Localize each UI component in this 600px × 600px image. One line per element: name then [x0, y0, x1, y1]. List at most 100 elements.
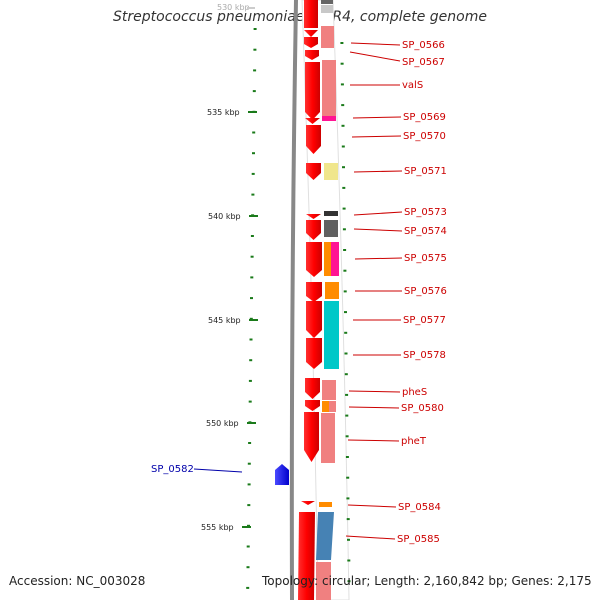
minor-tick	[251, 193, 255, 196]
leader-line	[348, 390, 401, 393]
gene-arrow	[306, 214, 321, 219]
leader-line	[349, 51, 401, 62]
minor-tick	[341, 104, 345, 107]
gene-label-phet[interactable]: pheT	[401, 436, 427, 447]
gene-arrow	[304, 0, 318, 28]
scale-label: 535 kbp	[207, 108, 240, 117]
category-box	[324, 220, 338, 237]
category-box	[322, 60, 336, 118]
gene-label-sp0567[interactable]: SP_0567	[402, 57, 445, 68]
gene-arrow	[306, 220, 321, 240]
minor-tick	[252, 152, 255, 155]
minor-tick	[346, 497, 350, 500]
minor-tick	[341, 124, 345, 127]
category-box	[316, 512, 334, 560]
minor-tick	[345, 393, 349, 396]
minor-tick	[253, 69, 257, 72]
minor-tick	[249, 338, 253, 341]
gene-label-sp0571[interactable]: SP_0571	[404, 166, 447, 177]
leader-line	[350, 42, 401, 46]
minor-tick	[250, 276, 254, 279]
minor-tick	[250, 297, 253, 300]
minor-tick	[247, 524, 250, 527]
gene-label-sp0576[interactable]: SP_0576	[404, 286, 447, 297]
category-box	[331, 242, 339, 276]
gene-label-sp0577[interactable]: SP_0577	[403, 315, 446, 326]
category-box	[325, 282, 339, 299]
category-box	[329, 401, 336, 412]
minor-tick	[343, 290, 347, 293]
minor-tick	[246, 566, 250, 569]
minor-tick	[340, 62, 344, 65]
gene-label-sp0582[interactable]: SP_0582	[151, 464, 194, 475]
minor-tick	[248, 421, 252, 424]
leader-line	[352, 116, 402, 119]
leader-line	[345, 535, 396, 540]
gene-label-sp0580[interactable]: SP_0580	[401, 403, 444, 414]
minor-tick	[346, 518, 350, 521]
minor-tick	[340, 42, 344, 44]
minor-tick	[250, 235, 254, 237]
gene-label-sp0570[interactable]: SP_0570	[403, 131, 446, 142]
category-box	[322, 401, 329, 412]
gene-label-sp0566[interactable]: SP_0566	[402, 40, 445, 51]
scale-label: 550 kbp	[206, 419, 239, 428]
gene-arrow	[305, 378, 320, 399]
leader-line	[348, 406, 400, 409]
minor-tick	[248, 379, 252, 382]
leader-line	[354, 257, 403, 260]
gene-label-sp0569[interactable]: SP_0569	[403, 112, 446, 123]
gene-arrow	[305, 400, 320, 411]
minor-tick	[342, 186, 346, 189]
minor-tick	[249, 359, 253, 362]
gene-label-sp0585[interactable]: SP_0585	[397, 534, 440, 545]
scale-label: 555 kbp	[201, 523, 234, 532]
minor-tick	[347, 580, 351, 583]
genome-title: Streptococcus pneumoniae TIGR4, complete…	[113, 9, 487, 25]
minor-tick	[344, 373, 348, 376]
scale-minor-ticks	[246, 28, 351, 589]
gene-arrow	[306, 242, 322, 277]
genome-backbone	[289, 0, 298, 600]
category-box	[322, 380, 336, 400]
minor-tick	[247, 462, 251, 465]
minor-tick	[341, 145, 345, 148]
scale-major-ticks: 535 kbp 540 kbp 545 kbp 550 kbp 555 kbp	[201, 108, 258, 532]
topology-label: Topology: circular; Length: 2,160,842 bp…	[262, 574, 592, 588]
minor-tick	[252, 90, 256, 93]
scale-label: 545 kbp	[208, 316, 241, 325]
function-category-boxes	[316, 0, 339, 600]
gene-label-sp0575[interactable]: SP_0575	[404, 253, 447, 264]
gene-label-sp0574[interactable]: SP_0574	[404, 226, 447, 237]
minor-tick	[342, 166, 345, 169]
minor-tick	[251, 172, 255, 175]
gene-label-sp0584[interactable]: SP_0584	[398, 502, 441, 513]
gene-arrow	[305, 62, 320, 120]
accession-label: Accession: NC_003028	[9, 574, 146, 588]
minor-tick	[345, 435, 349, 438]
category-box	[319, 502, 332, 507]
gene-arrow	[305, 50, 319, 60]
minor-tick	[344, 352, 348, 355]
leader-line	[347, 504, 397, 508]
leader-line	[351, 135, 402, 138]
category-box	[324, 242, 331, 276]
gene-label-sp0578[interactable]: SP_0578	[403, 350, 446, 361]
minor-tick	[250, 255, 254, 258]
category-box	[324, 301, 339, 369]
gene-label-sp0573[interactable]: SP_0573	[404, 207, 447, 218]
minor-tick	[340, 83, 344, 86]
leader-line	[353, 228, 403, 232]
gene-arrow	[301, 501, 315, 505]
category-box	[324, 163, 338, 180]
category-box	[321, 0, 333, 4]
leader-line-reverse	[193, 468, 243, 473]
minor-tick	[344, 331, 348, 334]
gene-label-vals[interactable]: valS	[402, 80, 423, 91]
gene-label-phes[interactable]: pheS	[402, 387, 427, 398]
gene-arrow	[306, 301, 322, 338]
gene-arrow-reverse	[275, 464, 289, 485]
category-box	[324, 211, 338, 216]
category-box	[316, 562, 331, 600]
